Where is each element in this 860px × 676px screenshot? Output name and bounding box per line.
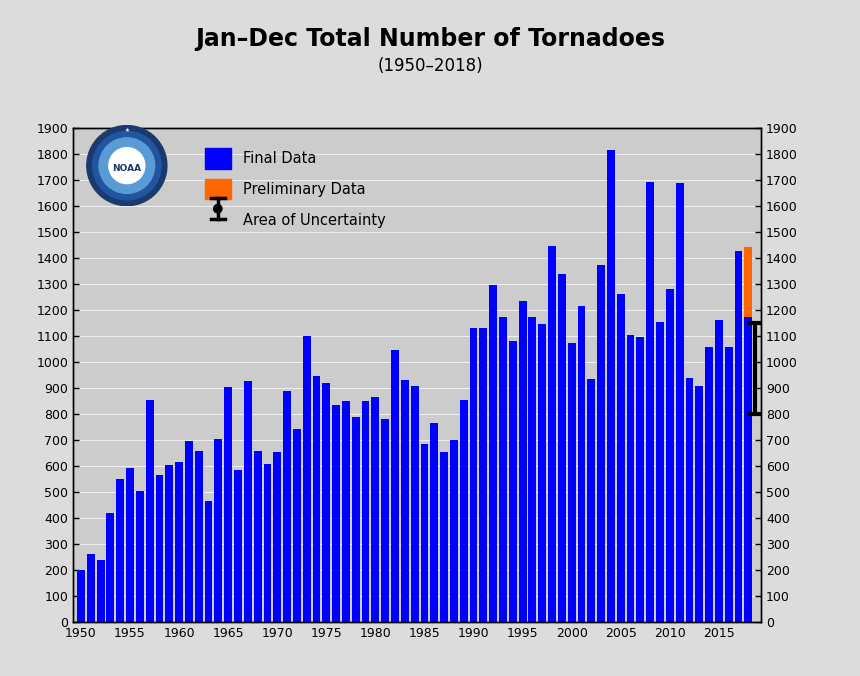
Bar: [77, 570, 85, 622]
Circle shape: [87, 126, 167, 206]
Bar: [578, 306, 586, 622]
Bar: [607, 150, 615, 622]
Bar: [519, 301, 526, 622]
Bar: [636, 337, 644, 622]
Bar: [362, 401, 370, 622]
Bar: [87, 554, 95, 622]
Bar: [450, 439, 458, 622]
Bar: [263, 464, 272, 622]
Bar: [312, 376, 321, 622]
Bar: [597, 264, 605, 622]
Bar: [745, 317, 752, 622]
Bar: [273, 452, 281, 622]
Bar: [145, 400, 154, 622]
Bar: [685, 378, 693, 622]
Bar: [705, 347, 713, 622]
Bar: [293, 429, 301, 622]
Bar: [411, 387, 419, 622]
Bar: [430, 423, 439, 622]
Bar: [568, 343, 575, 622]
Bar: [656, 322, 664, 622]
Bar: [283, 391, 291, 622]
Bar: [195, 452, 203, 622]
Bar: [234, 470, 242, 622]
Bar: [538, 324, 546, 622]
Text: Jan–Dec Total Number of Tornadoes: Jan–Dec Total Number of Tornadoes: [195, 27, 665, 51]
Bar: [548, 245, 556, 622]
Bar: [421, 444, 428, 622]
Circle shape: [93, 131, 161, 200]
Bar: [460, 400, 468, 622]
Bar: [244, 381, 252, 622]
Bar: [372, 397, 379, 622]
Bar: [440, 452, 448, 622]
Bar: [499, 317, 507, 622]
Bar: [391, 350, 399, 622]
Bar: [529, 317, 537, 622]
Bar: [509, 341, 517, 622]
Bar: [224, 387, 232, 622]
Bar: [587, 379, 595, 622]
Bar: [96, 560, 105, 622]
Bar: [725, 347, 733, 622]
Bar: [745, 247, 752, 317]
Text: ★: ★: [125, 128, 129, 133]
Bar: [107, 512, 114, 622]
Bar: [185, 441, 193, 622]
Bar: [332, 405, 340, 622]
Bar: [470, 328, 477, 622]
Bar: [734, 251, 742, 622]
Bar: [156, 475, 163, 622]
Bar: [254, 450, 261, 622]
Bar: [479, 328, 488, 622]
Bar: [126, 468, 134, 622]
Bar: [666, 289, 673, 622]
Bar: [205, 502, 212, 622]
Bar: [617, 293, 624, 622]
Bar: [715, 320, 722, 622]
Bar: [558, 274, 566, 622]
Bar: [381, 418, 389, 622]
Bar: [646, 183, 654, 622]
Bar: [352, 417, 359, 622]
Bar: [401, 380, 408, 622]
Bar: [116, 479, 124, 622]
Bar: [322, 383, 330, 622]
Text: NOAA: NOAA: [113, 164, 141, 172]
Bar: [489, 285, 497, 622]
Bar: [175, 462, 183, 622]
Bar: [696, 387, 703, 622]
Bar: [165, 465, 173, 622]
Circle shape: [99, 138, 155, 193]
Bar: [136, 491, 144, 622]
Circle shape: [109, 147, 144, 184]
Bar: [627, 335, 635, 622]
Text: (1950–2018): (1950–2018): [378, 57, 482, 76]
Bar: [342, 401, 350, 622]
Bar: [214, 439, 222, 622]
Bar: [303, 336, 310, 622]
Bar: [676, 183, 684, 622]
Legend: Final Data, Preliminary Data, Area of Uncertainty: Final Data, Preliminary Data, Area of Un…: [197, 141, 393, 237]
